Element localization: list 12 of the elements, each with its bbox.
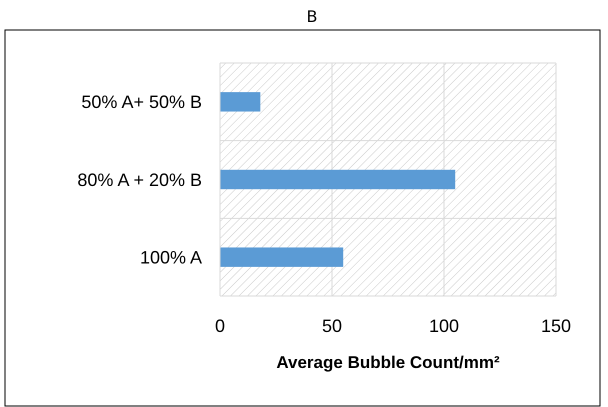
x-tick-label: 0 — [214, 316, 226, 336]
bar — [220, 247, 344, 267]
bar — [220, 92, 260, 112]
chart-title: B — [306, 7, 318, 26]
y-tick-label: 100% A — [140, 247, 202, 268]
x-tick-label: 50 — [322, 316, 342, 336]
x-tick-label: 150 — [540, 316, 572, 336]
x-axis-title: Average Bubble Count/mm² — [276, 353, 500, 372]
y-tick-label: 80% A + 20% B — [77, 170, 202, 190]
bar — [220, 170, 456, 190]
y-tick-label: 50% A+ 50% B — [81, 92, 202, 112]
x-tick-label: 100 — [428, 316, 460, 336]
